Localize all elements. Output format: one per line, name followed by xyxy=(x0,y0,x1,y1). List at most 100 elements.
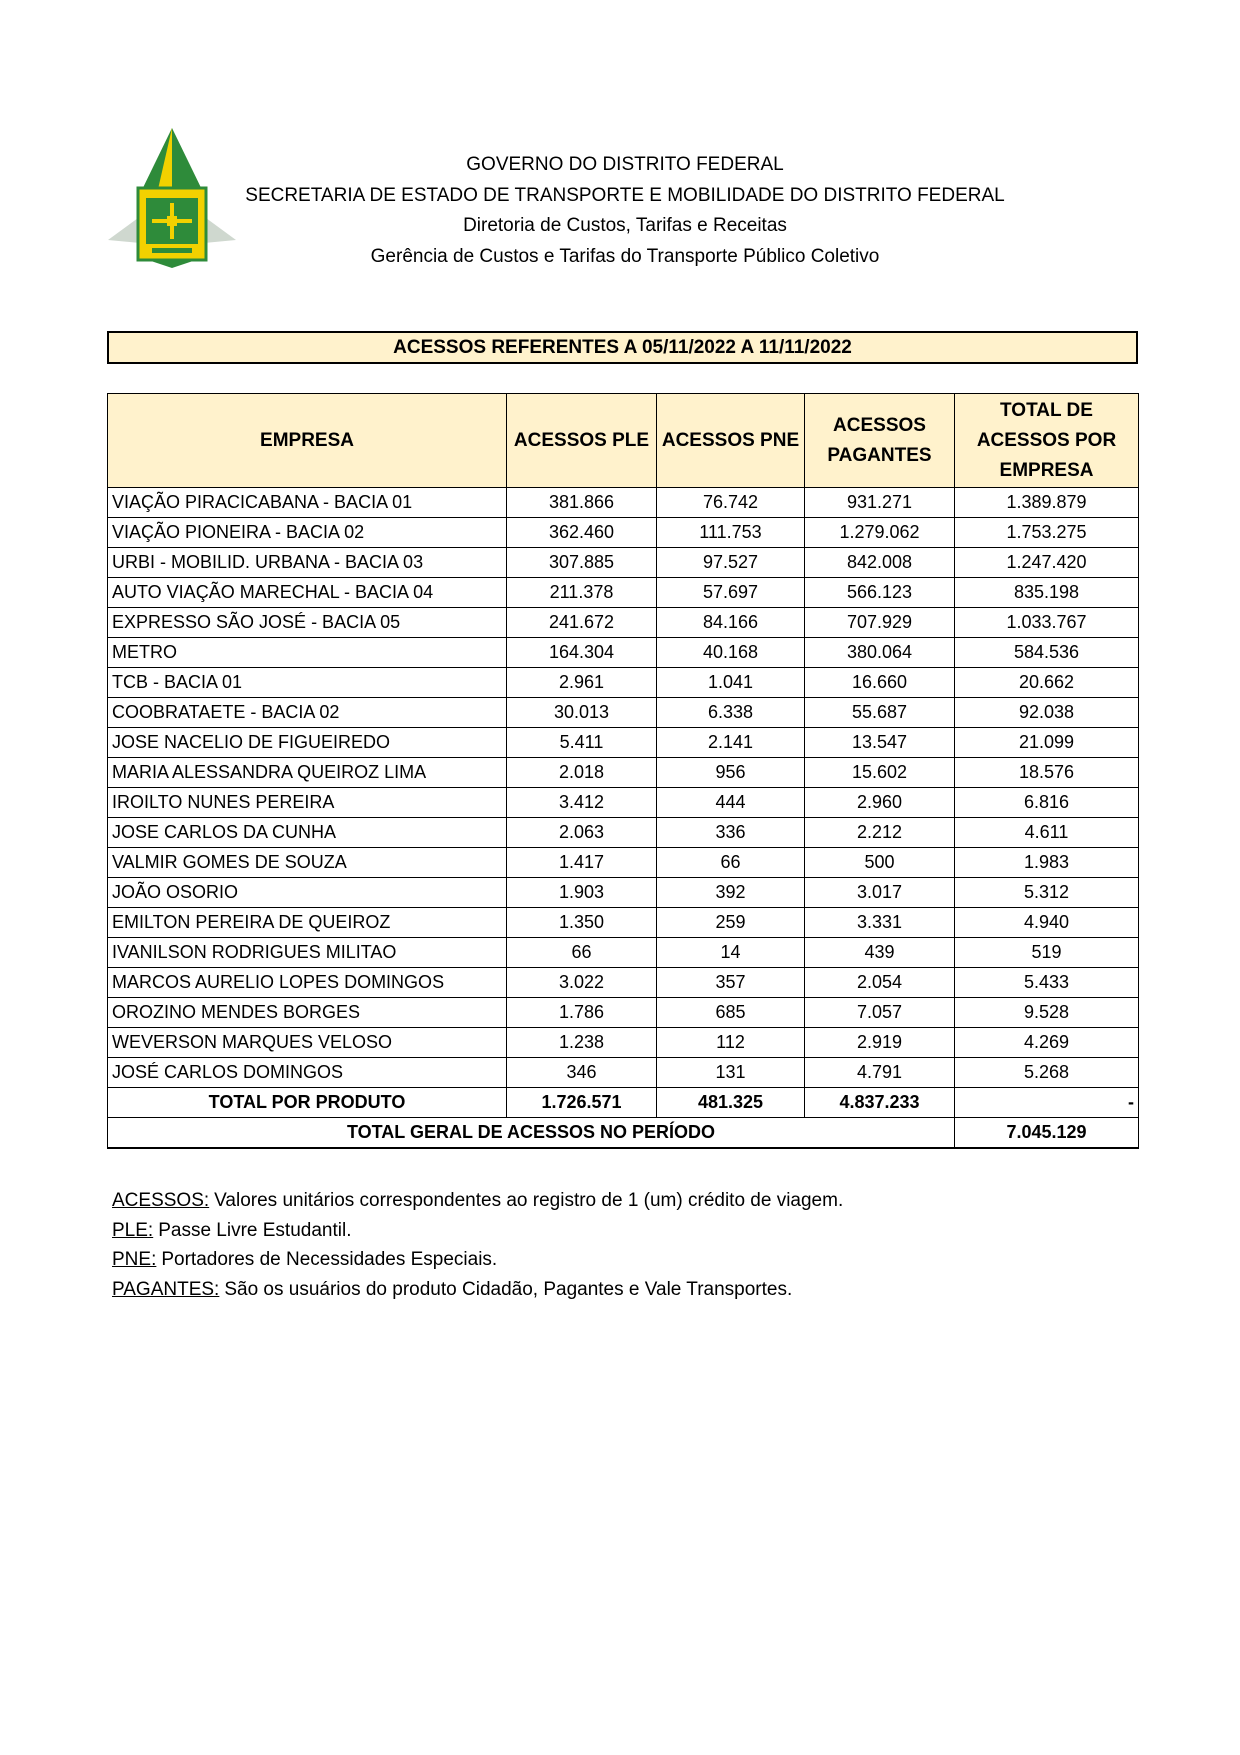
column-header: TOTAL DE ACESSOS POR EMPRESA xyxy=(954,393,1139,488)
data-row: TCB - BACIA 01 2.961 1.041 16.660 20.662 xyxy=(107,667,1139,698)
number-cell: 2.212 xyxy=(804,817,955,848)
data-row: VIAÇÃO PIONEIRA - BACIA 02 362.460 111.753… xyxy=(107,517,1139,548)
data-row: OROZINO MENDES BORGES 1.786 685 7.057 9.528 xyxy=(107,997,1139,1028)
header-line: Gerência de Custos e Tarifas do Transpor… xyxy=(370,245,880,267)
data-row: JOSE NACELIO DE FIGUEIREDO 5.411 2.141 13.5… xyxy=(107,727,1139,758)
note: PNE: Portadores de Necessidades Especiais… xyxy=(112,1245,843,1275)
company-cell: VIAÇÃO PIONEIRA - BACIA 02 xyxy=(107,517,507,548)
data-row: JOSÉ CARLOS DOMINGOS 346 131 4.791 5.268 xyxy=(107,1057,1139,1088)
number-cell: 439 xyxy=(804,937,955,968)
number-cell: 3.022 xyxy=(506,967,657,998)
number-cell: 5.411 xyxy=(506,727,657,758)
company-cell: METRO xyxy=(107,637,507,668)
company-cell: EMILTON PEREIRA DE QUEIROZ xyxy=(107,907,507,938)
note-text: Passe Livre Estudantil. xyxy=(158,1219,352,1241)
number-cell: 1.033.767 xyxy=(954,607,1139,638)
table-title: ACESSOS REFERENTES A 05/11/2022 A 11/11/… xyxy=(107,331,1138,364)
column-header: EMPRESA xyxy=(107,393,507,488)
number-cell: 380.064 xyxy=(804,637,955,668)
number-cell: 6.338 xyxy=(656,697,805,728)
company-cell: URBI - MOBILID. URBANA - BACIA 03 xyxy=(107,547,507,578)
number-cell: 1.983 xyxy=(954,847,1139,878)
number-cell: 112 xyxy=(656,1027,805,1058)
data-row: VIAÇÃO PIRACICABANA - BACIA 01 381.866 76.… xyxy=(107,487,1139,518)
number-cell: 931.271 xyxy=(804,487,955,518)
number-cell: 66 xyxy=(656,847,805,878)
number-cell: 4.611 xyxy=(954,817,1139,848)
number-cell: 336 xyxy=(656,817,805,848)
number-cell: 4.269 xyxy=(954,1027,1139,1058)
number-cell: 1.417 xyxy=(506,847,657,878)
number-cell: 2.141 xyxy=(656,727,805,758)
company-cell: VALMIR GOMES DE SOUZA xyxy=(107,847,507,878)
header-line: SECRETARIA DE ESTADO DE TRANSPORTE E MOB… xyxy=(245,184,1005,206)
number-cell: 18.576 xyxy=(954,757,1139,788)
number-cell: 346 xyxy=(506,1057,657,1088)
number-cell: 14 xyxy=(656,937,805,968)
number-cell: 842.008 xyxy=(804,547,955,578)
number-cell: 211.378 xyxy=(506,577,657,608)
number-cell: 2.919 xyxy=(804,1027,955,1058)
data-row: COOBRATAETE - BACIA 02 30.013 6.338 55.687 9… xyxy=(107,697,1139,728)
number-cell: 55.687 xyxy=(804,697,955,728)
number-cell: 1.753.275 xyxy=(954,517,1139,548)
data-row: VALMIR GOMES DE SOUZA 1.417 66 500 1.983 xyxy=(107,847,1139,878)
number-cell: 362.460 xyxy=(506,517,657,548)
total-cell: 4.837.233 xyxy=(804,1087,955,1118)
note-text: Portadores de Necessidades Especiais. xyxy=(161,1249,498,1270)
company-cell: MARCOS AURELIO LOPES DOMINGOS xyxy=(107,967,507,998)
total-cell: 1.726.571 xyxy=(506,1087,657,1118)
number-cell: 1.786 xyxy=(506,997,657,1028)
number-cell: 3.017 xyxy=(804,877,955,908)
header-row: EMPRESA ACESSOS PLE ACESSOS PNE ACESSOS PAG… xyxy=(107,393,1139,488)
data-row: WEVERSON MARQUES VELOSO 1.238 112 2.919 4.26… xyxy=(107,1027,1139,1058)
number-cell: 1.041 xyxy=(656,667,805,698)
grand-total-value: 7.045.129 xyxy=(954,1117,1139,1149)
number-cell: 5.312 xyxy=(954,877,1139,908)
company-cell: JOÃO OSORIO xyxy=(107,877,507,908)
number-cell: 15.602 xyxy=(804,757,955,788)
header: GOVERNO DO DISTRITO FEDERAL SECRETARIA DE… xyxy=(200,150,1050,272)
note-text: Valores unitários correspondentes ao reg… xyxy=(214,1190,844,1211)
notes: ACESSOS: Valores unitários correspondente… xyxy=(112,1186,843,1304)
data-row: JOSE CARLOS DA CUNHA 2.063 336 2.212 4.611 xyxy=(107,817,1139,848)
company-cell: COOBRATAETE - BACIA 02 xyxy=(107,697,507,728)
data-row: IROILTO NUNES PEREIRA 3.412 444 2.960 6.816 xyxy=(107,787,1139,818)
number-cell: 92.038 xyxy=(954,697,1139,728)
company-cell: JOSE NACELIO DE FIGUEIREDO xyxy=(107,727,507,758)
header-line: GOVERNO DO DISTRITO FEDERAL xyxy=(466,154,784,175)
number-cell: 97.527 xyxy=(656,547,805,578)
number-cell: 444 xyxy=(656,787,805,818)
number-cell: 131 xyxy=(656,1057,805,1088)
number-cell: 30.013 xyxy=(506,697,657,728)
note: ACESSOS: Valores unitários correspondente… xyxy=(112,1186,843,1216)
number-cell: 500 xyxy=(804,847,955,878)
number-cell: 357 xyxy=(656,967,805,998)
data-row: METRO 164.304 40.168 380.064 584.536 xyxy=(107,637,1139,668)
number-cell: 956 xyxy=(656,757,805,788)
company-cell: JOSÉ CARLOS DOMINGOS xyxy=(107,1057,507,1088)
number-cell: 835.198 xyxy=(954,577,1139,608)
number-cell: 111.753 xyxy=(656,517,805,548)
number-cell: 2.018 xyxy=(506,757,657,788)
number-cell: 2.961 xyxy=(506,667,657,698)
number-cell: 13.547 xyxy=(804,727,955,758)
note-text: São os usuários do produto Cidadão, Paga… xyxy=(224,1278,793,1300)
number-cell: 2.054 xyxy=(804,967,955,998)
total-cell: 481.325 xyxy=(656,1087,805,1118)
number-cell: 40.168 xyxy=(656,637,805,668)
data-row: AUTO VIAÇÃO MARECHAL - BACIA 04 211.378 57… xyxy=(107,577,1139,608)
number-cell: 584.536 xyxy=(954,637,1139,668)
column-header: ACESSOS PAGANTES xyxy=(804,393,955,488)
number-cell: 241.672 xyxy=(506,607,657,638)
number-cell: 76.742 xyxy=(656,487,805,518)
total-cell: - xyxy=(954,1087,1139,1118)
note-term: PNE: xyxy=(112,1249,157,1270)
note-term: ACESSOS: xyxy=(112,1190,210,1211)
number-cell: 3.412 xyxy=(506,787,657,818)
number-cell: 307.885 xyxy=(506,547,657,578)
company-cell: IROILTO NUNES PEREIRA xyxy=(107,787,507,818)
grand-total-label: TOTAL GERAL DE ACESSOS NO PERÍODO xyxy=(107,1117,955,1149)
grand-total-row: TOTAL GERAL DE ACESSOS NO PERÍODO 7.045.1… xyxy=(107,1117,1139,1149)
